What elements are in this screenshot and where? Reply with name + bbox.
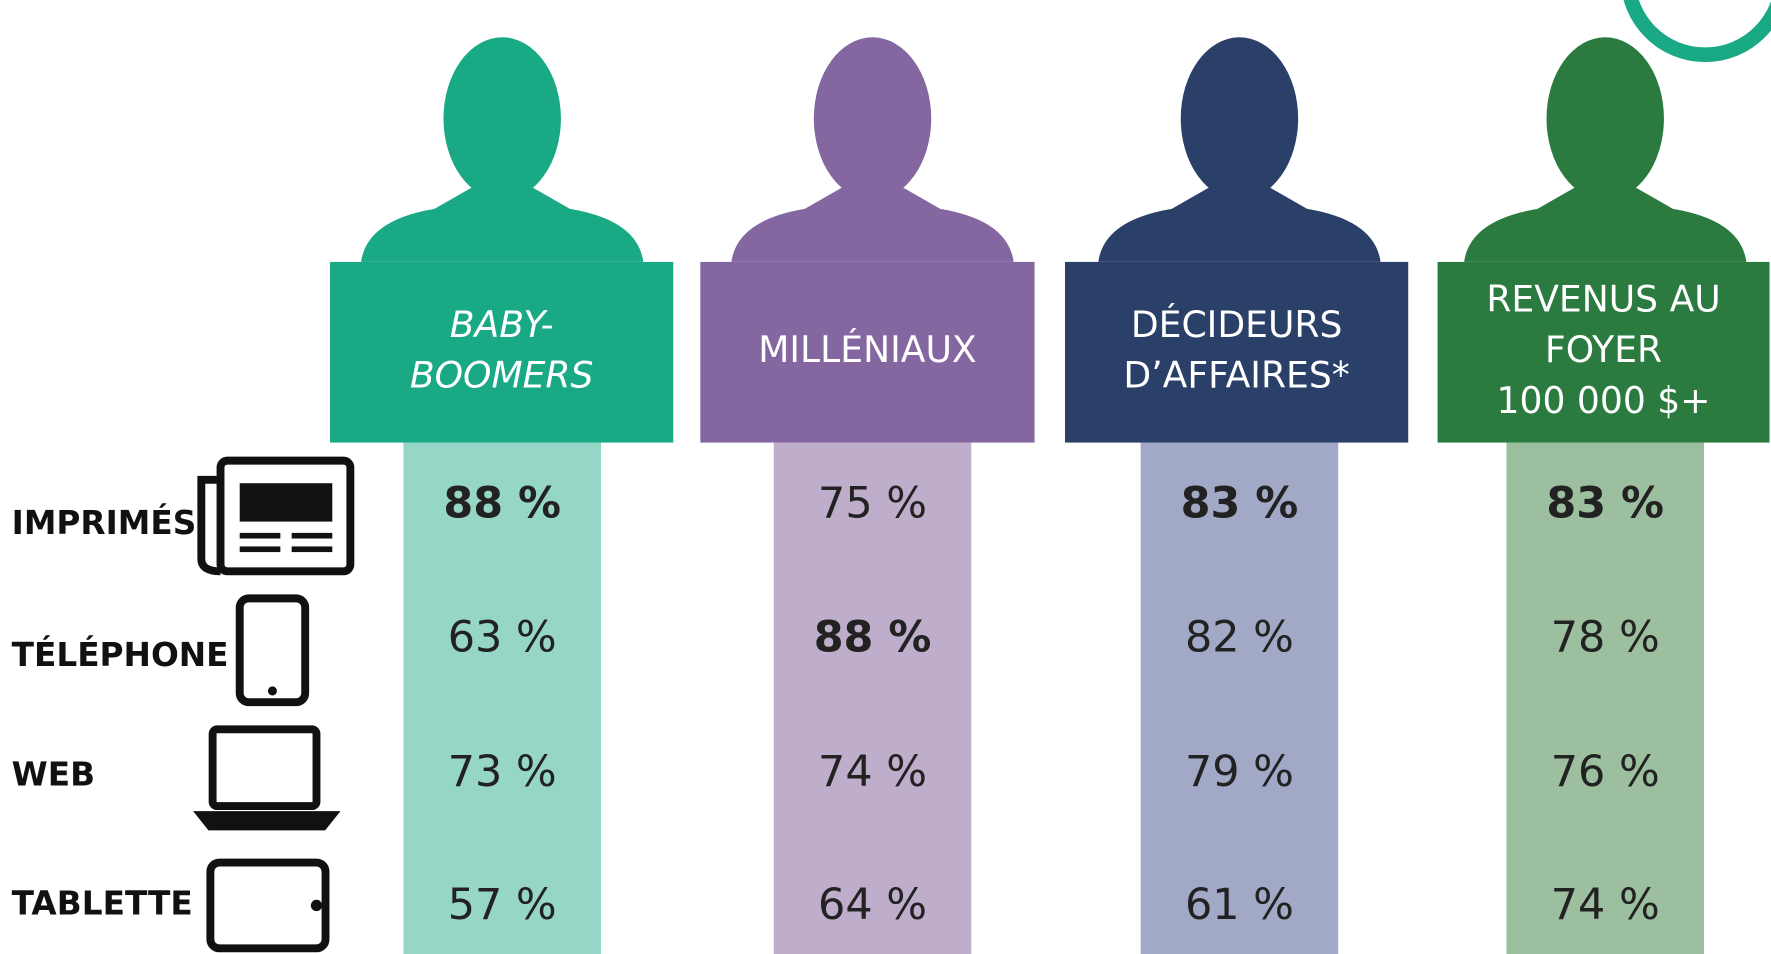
laptop-icon [213, 729, 317, 806]
cell-value: 73 % [448, 747, 557, 797]
cell-value: 78 % [1551, 613, 1660, 663]
silhouette-head [443, 37, 560, 200]
cell-value: 74 % [1551, 880, 1660, 930]
header-title: MILLÉNIAUX [758, 328, 976, 371]
cell-value: 64 % [818, 880, 927, 930]
newspaper-line [240, 546, 281, 552]
header-title: REVENUS AU [1486, 277, 1720, 320]
row-label: TÉLÉPHONE [12, 636, 229, 674]
infographic: BABY- BOOMERS MILLÉNIAUX DÉCIDEURS D’AFFAIRE… [0, 0, 1771, 954]
cell-value: 57 % [448, 880, 557, 930]
cell-value: 82 % [1185, 613, 1294, 663]
row-label: TABLETTE [12, 884, 193, 922]
cell-value: 74 % [818, 747, 927, 797]
newspaper-image [240, 483, 333, 521]
silhouette-head [1547, 37, 1664, 200]
header-box [1065, 262, 1408, 443]
cell-value: 76 % [1551, 747, 1660, 797]
header-title: D’AFFAIRES* [1123, 354, 1349, 397]
cell-value: 83 % [1546, 478, 1664, 528]
tablet-button [311, 900, 322, 911]
silhouette-head [814, 37, 931, 200]
header-title: BABY- [450, 303, 554, 346]
newspaper-line [292, 533, 333, 539]
cell-value: 88 % [814, 613, 932, 663]
silhouette-head [1181, 37, 1298, 200]
tablet-icon [210, 863, 325, 949]
header-title: FOYER [1545, 328, 1662, 371]
icon-details [240, 483, 333, 911]
cell-value: 61 % [1185, 880, 1294, 930]
header-title: 100 000 $+ [1497, 379, 1711, 422]
cell-value: 83 % [1181, 478, 1299, 528]
newspaper-line [292, 546, 333, 552]
header-title: DÉCIDEURS [1131, 303, 1343, 346]
cell-value: 75 % [818, 478, 927, 528]
row-label: IMPRIMÉS [12, 504, 197, 542]
header-title: BOOMERS [410, 354, 594, 397]
newspaper-line [240, 533, 281, 539]
cell-value: 63 % [448, 613, 557, 663]
cell-value: 88 % [443, 478, 561, 528]
header-box [330, 262, 673, 443]
phone-button [268, 686, 277, 695]
cell-value: 79 % [1185, 747, 1294, 797]
row-label: WEB [12, 756, 95, 794]
laptop-base [201, 815, 332, 826]
